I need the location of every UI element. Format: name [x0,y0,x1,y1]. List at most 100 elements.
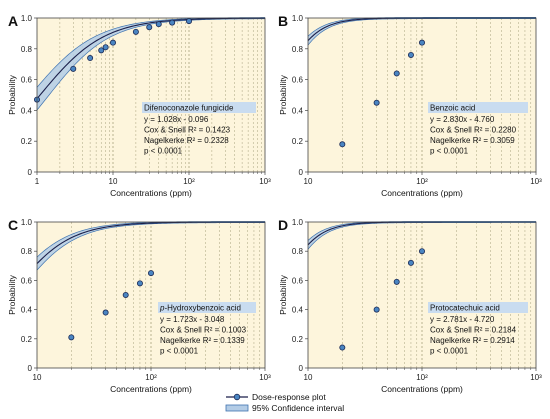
annotation-title-bg [428,302,528,313]
data-point [87,55,94,62]
annotation-title-italic: p [159,304,165,313]
annotation-line: Cox & Snell R² = 0.1423 [144,126,231,135]
y-tick-label: 1.0 [21,218,33,227]
data-point [98,47,105,54]
confidence-band-upper [307,17,536,37]
panels: 0 0.2 0.4 0.6 0.8 1.0 1 10 10² 10³ Concentrations … [7,13,542,394]
y-tick-label: 0 [299,168,304,177]
data-point [373,99,380,106]
annotation-line: Cox & Snell R² = 0.1003 [160,326,247,335]
gridlines [71,222,261,368]
y-tick-label: 0 [299,364,304,373]
annotation-title: p-Hydroxybenzoic acid [159,304,241,313]
annotation-line: Nagelkerke R² = 0.2914 [430,336,515,345]
legend-dose-response-marker [233,393,241,401]
x-tick-label: 10² [183,177,195,186]
confidence-band-lower [36,222,265,271]
panel-label: D [278,217,288,233]
data-point [418,248,425,255]
data-point [136,280,143,287]
panel-label: B [278,13,288,29]
annotation-line: Cox & Snell R² = 0.2280 [430,126,517,135]
panel-A: 0 0.2 0.4 0.6 0.8 1.0 1 10 10² 10³ Concentrations … [7,13,271,198]
data-point [373,306,380,313]
y-axis-label: Probability [7,74,17,114]
x-tick-label: 10² [416,373,428,382]
y-axis-label: Probability [278,74,288,114]
annotation-line: p < 0.0001 [144,147,183,156]
legend: Dose-response plot 95% Confidence interv… [225,392,344,413]
data-point [132,28,139,35]
data-point [339,141,346,148]
data-point [339,344,346,351]
y-tick-label: 0.8 [292,247,304,256]
panel-C: 0 0.2 0.4 0.6 0.8 1.0 10 10² 10³ Concentrations (… [7,217,271,394]
y-tick-label: 0.4 [292,106,304,115]
confidence-band-upper [307,221,536,241]
y-tick-label: 0 [28,168,33,177]
x-axis-label: Concentrations (ppm) [381,384,463,394]
data-point [418,39,425,46]
y-tick-label: 0.2 [21,335,33,344]
panel-B: 0 0.2 0.4 0.6 0.8 1.0 10 10² 10³ Concentrations (… [278,13,542,198]
data-point [68,334,75,341]
x-tick-label: 10 [304,177,313,186]
data-point [393,70,400,77]
confidence-band [37,17,265,111]
annotation-title-rest: -Hydroxybenzoic acid [164,304,240,313]
data-point [146,24,153,31]
y-tick-label: 1.0 [292,218,304,227]
y-tick-label: 0.4 [21,106,33,115]
y-tick-label: 0.6 [292,276,304,285]
y-tick-label: 0.2 [21,137,33,146]
data-point [70,65,77,72]
y-tick-label: 1.0 [21,14,33,23]
x-tick-label: 10² [416,177,428,186]
x-tick-label: 1 [35,177,40,186]
y-tick-label: 0.2 [292,335,304,344]
annotation-line: y = 1.723x - 3.048 [160,315,225,324]
legend-ci-label: 95% Confidence interval [252,403,344,413]
legend-dose-response-label: Dose-response plot [252,392,326,402]
y-tick-label: 0.4 [292,306,304,315]
y-tick-label: 0.8 [292,45,304,54]
y-tick-label: 0.8 [21,45,33,54]
annotation-line: p < 0.0001 [430,147,469,156]
data-point [110,39,117,46]
gridlines [342,222,532,368]
plot-area [37,18,265,172]
data-point [185,18,192,25]
plot-frame [36,17,266,173]
y-tick-label: 0.6 [292,76,304,85]
x-tick-label: 10³ [259,373,271,382]
y-tick-label: 0.4 [21,306,33,315]
panel-D: 0 0.2 0.4 0.6 0.8 1.0 10 10² 10³ Concentrations (… [278,217,542,394]
data-point [155,21,162,28]
annotation-line: y = 1.028x - 0.096 [144,115,209,124]
x-tick-label: 10 [304,373,313,382]
annotation-title-bg [428,102,528,113]
x-tick-label: 10³ [530,177,542,186]
confidence-band-lower [307,18,536,46]
data-point [102,309,109,316]
x-axis-label: Concentrations (ppm) [110,384,192,394]
y-tick-label: 0.2 [292,137,304,146]
x-axis-label: Concentrations (ppm) [381,188,463,198]
annotation-title-bg [142,102,256,113]
confidence-band-lower [36,18,266,111]
data-point [169,19,176,26]
x-tick-label: 10 [33,373,42,382]
annotation-line: Nagelkerke R² = 0.1339 [160,336,245,345]
annotation-line: p < 0.0001 [430,347,469,356]
data-point [147,270,154,277]
x-tick-label: 10² [145,373,157,382]
y-axis-label: Probability [7,274,17,314]
gridlines [342,18,532,172]
y-tick-label: 0.6 [21,76,33,85]
annotation-line: p < 0.0001 [160,347,199,356]
y-tick-label: 0 [28,364,33,373]
annotation-line: Nagelkerke R² = 0.3059 [430,136,515,145]
data-point [407,51,414,58]
annotation-title: Difenoconazole fungicide [144,104,234,113]
